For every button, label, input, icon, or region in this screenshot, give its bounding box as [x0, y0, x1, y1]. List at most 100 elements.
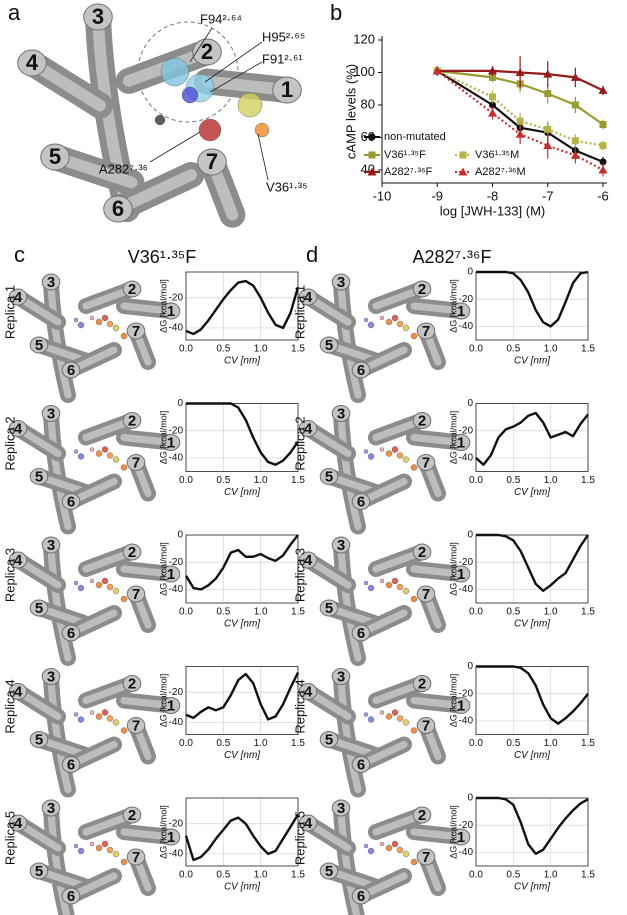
legend-label: non-mutated	[384, 131, 446, 143]
x-axis-label: CV [nm]	[514, 356, 550, 367]
helix-number: 5	[35, 731, 43, 748]
marker	[571, 101, 579, 109]
helix-number: 3	[47, 405, 55, 422]
ligand-atom	[410, 727, 418, 734]
helix-number: 6	[357, 625, 365, 642]
helix-cap	[416, 454, 436, 471]
ligand-atom	[363, 449, 369, 454]
helix-number: 3	[337, 800, 345, 817]
helix-cap	[412, 675, 432, 692]
marker	[599, 158, 607, 166]
helix-number: 6	[357, 493, 365, 510]
y-axis-label: ΔG [kcal/mol]	[158, 542, 168, 596]
series-line	[436, 69, 604, 163]
plot-frame	[185, 534, 299, 604]
helix-cap	[412, 412, 432, 429]
legend-marker	[367, 167, 377, 176]
ligand-atom	[363, 712, 369, 717]
ligand-atom	[95, 844, 103, 852]
ligand-atom	[120, 595, 128, 603]
ligand-atom	[396, 583, 404, 591]
ligand-atom	[77, 321, 85, 329]
y-tick-label: -20	[459, 425, 474, 436]
y-tick-label: 0	[467, 267, 473, 278]
ligand-atom	[385, 844, 393, 852]
x-tick-label: 0.0	[469, 870, 483, 881]
structure: 3 4 5 6 2 1 7	[298, 799, 471, 915]
x-tick-label: 1.0	[544, 475, 558, 486]
helix-number: 7	[132, 586, 140, 603]
structure: 3 4 5 6 2 1 7	[8, 405, 181, 535]
y-tick-label: 0	[467, 398, 473, 409]
plot-frame	[475, 271, 589, 341]
helix-number: 7	[132, 849, 140, 866]
helix-number: 7	[422, 323, 430, 340]
x-tick-label: 1.5	[291, 738, 305, 749]
helix-cap	[8, 551, 28, 569]
helix-cap	[29, 599, 49, 617]
ligand-atom	[77, 453, 85, 460]
residue-label: H95²·⁶⁵	[262, 29, 305, 44]
marker	[598, 165, 608, 174]
ligand-atom	[112, 324, 120, 332]
ligand-atom	[402, 719, 410, 726]
ligand-atom	[95, 713, 103, 720]
marker	[488, 66, 497, 75]
residue-label: F91²·⁶¹	[262, 51, 303, 66]
series	[432, 66, 608, 177]
ligand-atom	[379, 447, 385, 452]
ligand-atom	[73, 317, 79, 323]
y-tick-label: -20	[459, 820, 474, 831]
ligand-atom	[112, 456, 120, 463]
y-tick-label: 0	[467, 530, 473, 541]
ligand-atom	[410, 595, 418, 603]
replica-label: Replica 3	[2, 548, 17, 602]
helix-cap	[298, 814, 318, 832]
helix-number: 2	[418, 544, 426, 561]
ligand-atom	[77, 847, 85, 855]
helix-number: 7	[422, 586, 430, 603]
helix-cap	[126, 717, 146, 734]
x-tick-label: 0.5	[216, 738, 230, 749]
ligand-atom	[101, 709, 109, 716]
section-title: V36¹·³⁵F	[128, 247, 196, 267]
helix-cap	[8, 420, 28, 437]
helix-number: 5	[49, 144, 61, 169]
helix-number: 1	[281, 77, 293, 102]
y-tick-label: 0	[467, 661, 473, 672]
x-tick-label: 0.5	[216, 870, 230, 881]
ligand-atom	[73, 449, 79, 454]
free-energy-line	[476, 665, 589, 725]
ligand-atom	[120, 727, 128, 734]
helix-cap	[331, 273, 351, 291]
marker	[543, 141, 553, 150]
y-axis-label: ΔG [kcal/mol]	[158, 279, 168, 333]
plot-frame	[475, 403, 589, 472]
leader-line	[189, 27, 213, 63]
ligand-atom	[237, 92, 263, 118]
helix-cap	[272, 76, 302, 104]
ligand-atom	[402, 850, 410, 858]
helix-number: 4	[14, 552, 23, 569]
ligand-atom	[367, 584, 375, 592]
helix-cap	[41, 536, 61, 554]
helix-cap	[126, 848, 146, 866]
helix-number: 2	[418, 675, 426, 692]
marker	[570, 150, 580, 159]
helix-cap	[416, 717, 436, 734]
helix-cap	[161, 828, 181, 846]
ligand-atom	[89, 578, 95, 584]
free-energy-line	[476, 533, 589, 592]
x-tick-label: 1.0	[254, 738, 268, 749]
y-tick-label: -40	[459, 453, 474, 464]
helix-number: 3	[92, 4, 104, 29]
structure: 3 4 5 6 2 1 7	[8, 799, 181, 915]
structure: 3 4 5 6 2 1 7	[298, 536, 471, 666]
replica-label: Replica 2	[2, 416, 17, 470]
y-axis-label: ΔG [kcal/mol]	[448, 805, 458, 859]
x-tick-label: 1.0	[254, 607, 268, 618]
helix-cap	[8, 288, 28, 306]
helix-cap	[17, 49, 47, 77]
ligand-atom	[391, 446, 399, 453]
y-axis-label: ΔG [kcal/mol]	[448, 674, 458, 728]
